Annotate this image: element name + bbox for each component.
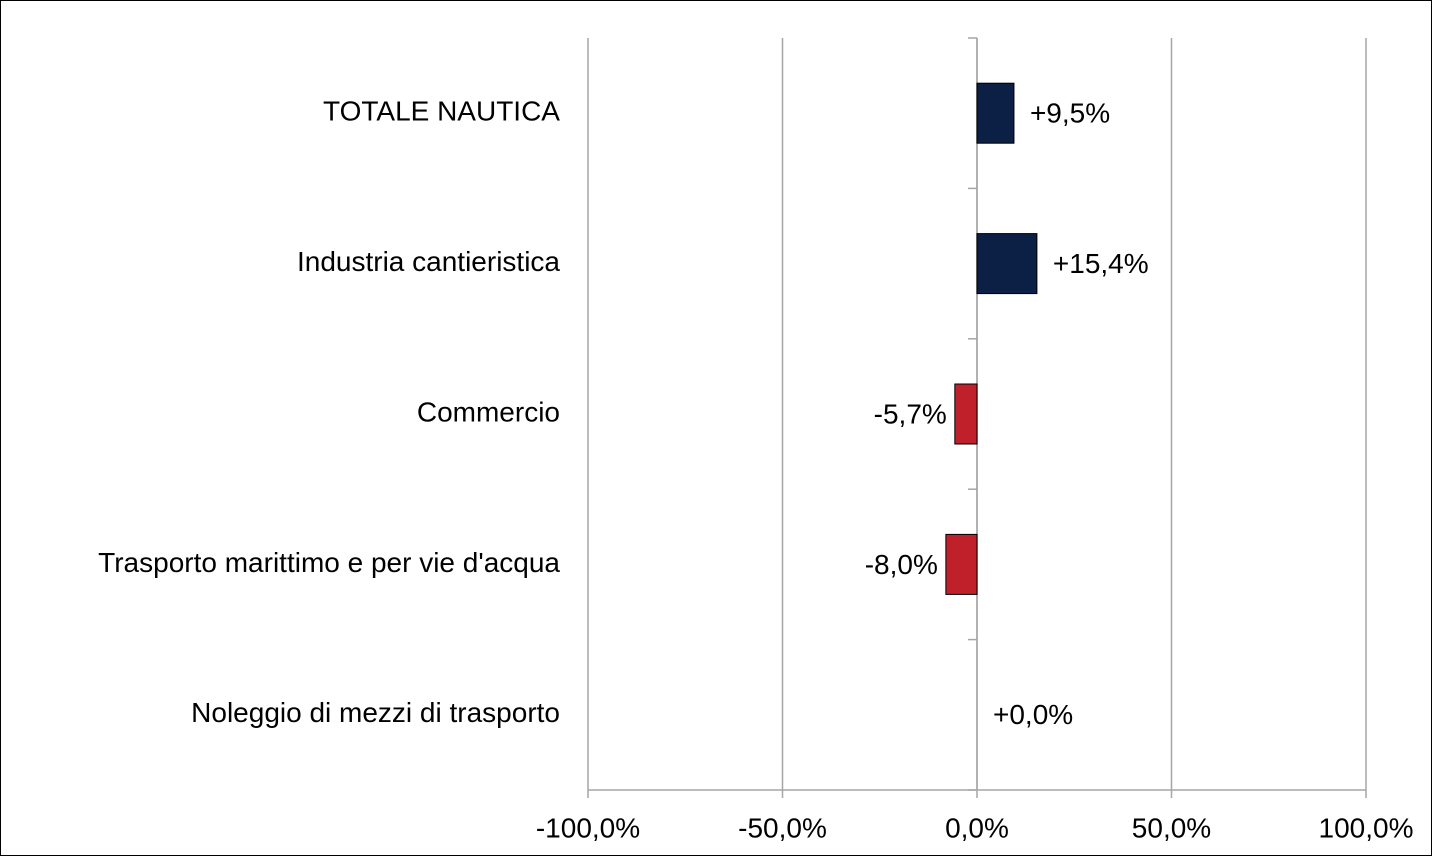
bar bbox=[954, 383, 978, 445]
y-tick-label: Industria cantieristica bbox=[297, 246, 560, 277]
y-tick-label: TOTALE NAUTICA bbox=[323, 96, 560, 127]
x-tick-label: -100,0% bbox=[536, 812, 640, 843]
bar bbox=[976, 233, 1038, 295]
x-tick-label: 0,0% bbox=[945, 812, 1009, 843]
value-label: +15,4% bbox=[1053, 248, 1149, 279]
bar bbox=[976, 82, 1015, 144]
y-tick-label: Commercio bbox=[417, 396, 560, 427]
value-label: +9,5% bbox=[1030, 98, 1110, 129]
y-tick-label: Noleggio di mezzi di trasporto bbox=[191, 697, 560, 728]
value-label: +0,0% bbox=[993, 699, 1073, 730]
x-tick-label: -50,0% bbox=[738, 812, 827, 843]
value-label: -8,0% bbox=[865, 549, 938, 580]
y-tick-label: Trasporto marittimo e per vie d'acqua bbox=[98, 547, 560, 578]
value-label: -5,7% bbox=[874, 398, 947, 429]
x-tick-label: 100,0% bbox=[1319, 812, 1414, 843]
bar bbox=[945, 533, 978, 595]
x-tick-label: 50,0% bbox=[1132, 812, 1211, 843]
